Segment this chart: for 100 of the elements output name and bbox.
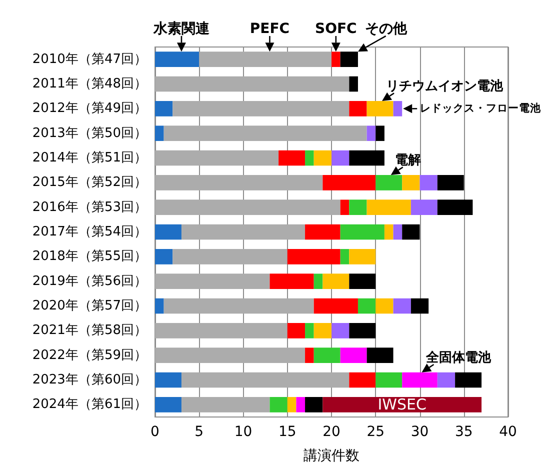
bar — [384, 224, 394, 240]
x-tick-label: 20 — [322, 424, 340, 440]
bar — [376, 298, 394, 314]
bar — [340, 249, 350, 264]
bar — [155, 348, 306, 363]
y-tick-label: 2011年（第48回） — [32, 76, 147, 92]
bar — [314, 274, 323, 289]
bar — [410, 200, 438, 215]
bar — [349, 274, 376, 289]
bar — [437, 200, 473, 215]
series-label: IWSEC — [378, 396, 426, 414]
bar — [340, 348, 367, 363]
y-tick-label: 2015年（第52回） — [32, 175, 147, 190]
bar — [349, 200, 367, 215]
bar — [305, 150, 314, 166]
bar — [155, 323, 288, 338]
bar — [366, 348, 394, 363]
bar — [349, 372, 376, 388]
bar — [410, 298, 429, 314]
bar — [305, 397, 323, 412]
bar — [455, 372, 482, 388]
bar — [314, 323, 332, 338]
bar — [181, 372, 350, 388]
bar — [340, 52, 358, 67]
x-tick-label: 15 — [278, 424, 296, 440]
y-tick-label: 2013年（第50回） — [32, 126, 147, 141]
bar — [181, 397, 270, 412]
x-tick-label: 5 — [194, 424, 204, 440]
bar — [270, 274, 314, 289]
bar — [305, 348, 314, 363]
bar — [287, 249, 340, 264]
annotation: レドックス・フロー電池 — [420, 102, 542, 115]
bar — [358, 298, 376, 314]
x-tick-label: 10 — [234, 424, 252, 440]
bar — [305, 323, 314, 338]
bar — [366, 200, 411, 215]
annotation: PEFC — [250, 21, 290, 37]
x-tick-label: 30 — [410, 424, 429, 440]
bar — [155, 52, 200, 67]
y-tick-label: 2020年（第57回） — [32, 298, 147, 314]
bar — [314, 298, 358, 314]
annotation: 電解 — [394, 153, 421, 168]
bar — [155, 150, 279, 166]
x-tick-label: 25 — [366, 424, 385, 440]
bar — [322, 274, 350, 289]
bar — [164, 298, 314, 314]
bar — [393, 298, 411, 314]
y-tick-label: 2010年（第47回） — [32, 52, 147, 67]
bar — [402, 372, 438, 388]
annotation: 水素関連 — [152, 21, 210, 37]
y-tick-label: 2018年（第55回） — [32, 249, 147, 264]
bar — [155, 76, 350, 92]
bar — [305, 224, 340, 240]
annotation: その他 — [364, 21, 408, 37]
bar — [296, 397, 306, 412]
bar — [402, 224, 420, 240]
bar — [420, 175, 438, 190]
x-tick-label: 35 — [454, 424, 473, 440]
bar — [314, 150, 332, 166]
bar — [172, 101, 350, 116]
y-tick-label: 2022年（第59回） — [32, 348, 147, 363]
x-axis-title: 講演件数 — [304, 448, 360, 464]
x-tick-label: 0 — [150, 424, 160, 440]
bar — [349, 249, 376, 264]
bar — [155, 249, 173, 264]
bar — [181, 224, 306, 240]
y-tick-label: 2023年（第60回） — [32, 372, 147, 388]
bar — [155, 372, 182, 388]
bar — [366, 101, 394, 116]
annotation: SOFC — [315, 21, 357, 37]
annotation: 全固体電池 — [424, 350, 492, 366]
y-tick-label: 2012年（第49回） — [32, 101, 147, 116]
bar — [287, 397, 296, 412]
bar — [278, 150, 306, 166]
bar — [270, 397, 288, 412]
bar — [376, 372, 402, 388]
bar — [437, 372, 456, 388]
bar — [366, 126, 376, 141]
y-tick-label: 2017年（第54回） — [32, 224, 147, 240]
bar — [172, 249, 288, 264]
bar — [287, 323, 306, 338]
bar — [155, 397, 182, 412]
bar — [349, 101, 367, 116]
bar — [349, 76, 358, 92]
bar — [402, 175, 420, 190]
bar — [393, 224, 402, 240]
bar — [314, 348, 340, 363]
bar — [332, 323, 350, 338]
bar — [155, 200, 340, 215]
bar — [164, 126, 367, 141]
y-tick-label: 2024年（第61回） — [32, 397, 147, 412]
y-tick-label: 2016年（第53回） — [32, 200, 147, 215]
bar — [155, 274, 270, 289]
bar — [349, 323, 376, 338]
bar — [155, 224, 182, 240]
bar — [340, 200, 350, 215]
bar — [322, 397, 482, 412]
bar — [155, 101, 173, 116]
bar — [322, 175, 376, 190]
y-tick-label: 2014年（第51回） — [32, 150, 147, 166]
